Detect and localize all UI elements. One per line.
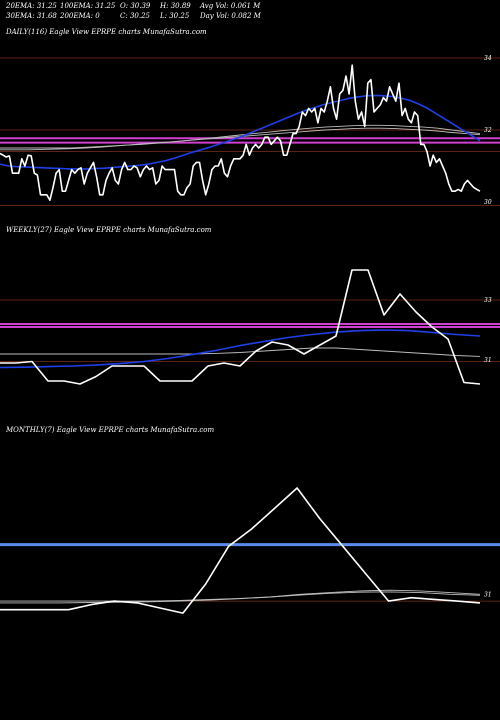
open-readout: O: 30.39 [120, 2, 151, 10]
avg-volume-readout: Avg Vol: 0.061 M [200, 2, 261, 10]
ema100-readout: 100EMA: 31.25 [60, 2, 116, 10]
daily-chart-panel: 34 32 30 [0, 55, 500, 207]
day-volume-readout: Day Vol: 0.082 M [200, 12, 261, 20]
ema200-readout: 200EMA: 0 [60, 12, 100, 20]
daily-panel-title: DAILY(116) Eagle View EPRPE charts Munaf… [6, 28, 207, 36]
weekly-series-gray-2 [0, 347, 481, 357]
monthly-panel-title: MONTHLY(7) Eagle View EPRPE charts Munaf… [6, 426, 215, 434]
monthly-series-white-0 [0, 487, 481, 614]
low-readout: L: 30.25 [160, 12, 190, 20]
daily-series-gray-2 [0, 124, 481, 149]
daily-series-white-0 [0, 64, 481, 201]
weekly-y-tick-label: 31 [484, 357, 492, 364]
daily-y-tick-label: 32 [484, 127, 492, 134]
monthly-series-gray-1 [0, 589, 481, 602]
daily-y-tick-label: 34 [484, 55, 492, 62]
high-readout: H: 30.89 [160, 2, 191, 10]
daily-y-tick-label: 30 [484, 199, 492, 206]
weekly-panel-title: WEEKLY(27) Eagle View EPRPE charts Munaf… [6, 226, 212, 234]
weekly-series-white-0 [0, 269, 481, 385]
close-readout: C: 30.25 [120, 12, 150, 20]
monthly-chart-panel: 31 [0, 487, 500, 614]
weekly-y-tick-label: 33 [484, 297, 492, 304]
weekly-chart-panel: 33 31 [0, 269, 500, 385]
ema20-readout: 20EMA: 31.25 [6, 2, 57, 10]
monthly-series-gray-2 [0, 591, 481, 604]
ema30-readout: 30EMA: 31.68 [6, 12, 57, 20]
weekly-series-blue-1 [0, 329, 481, 369]
monthly-y-tick-label: 31 [484, 591, 492, 598]
